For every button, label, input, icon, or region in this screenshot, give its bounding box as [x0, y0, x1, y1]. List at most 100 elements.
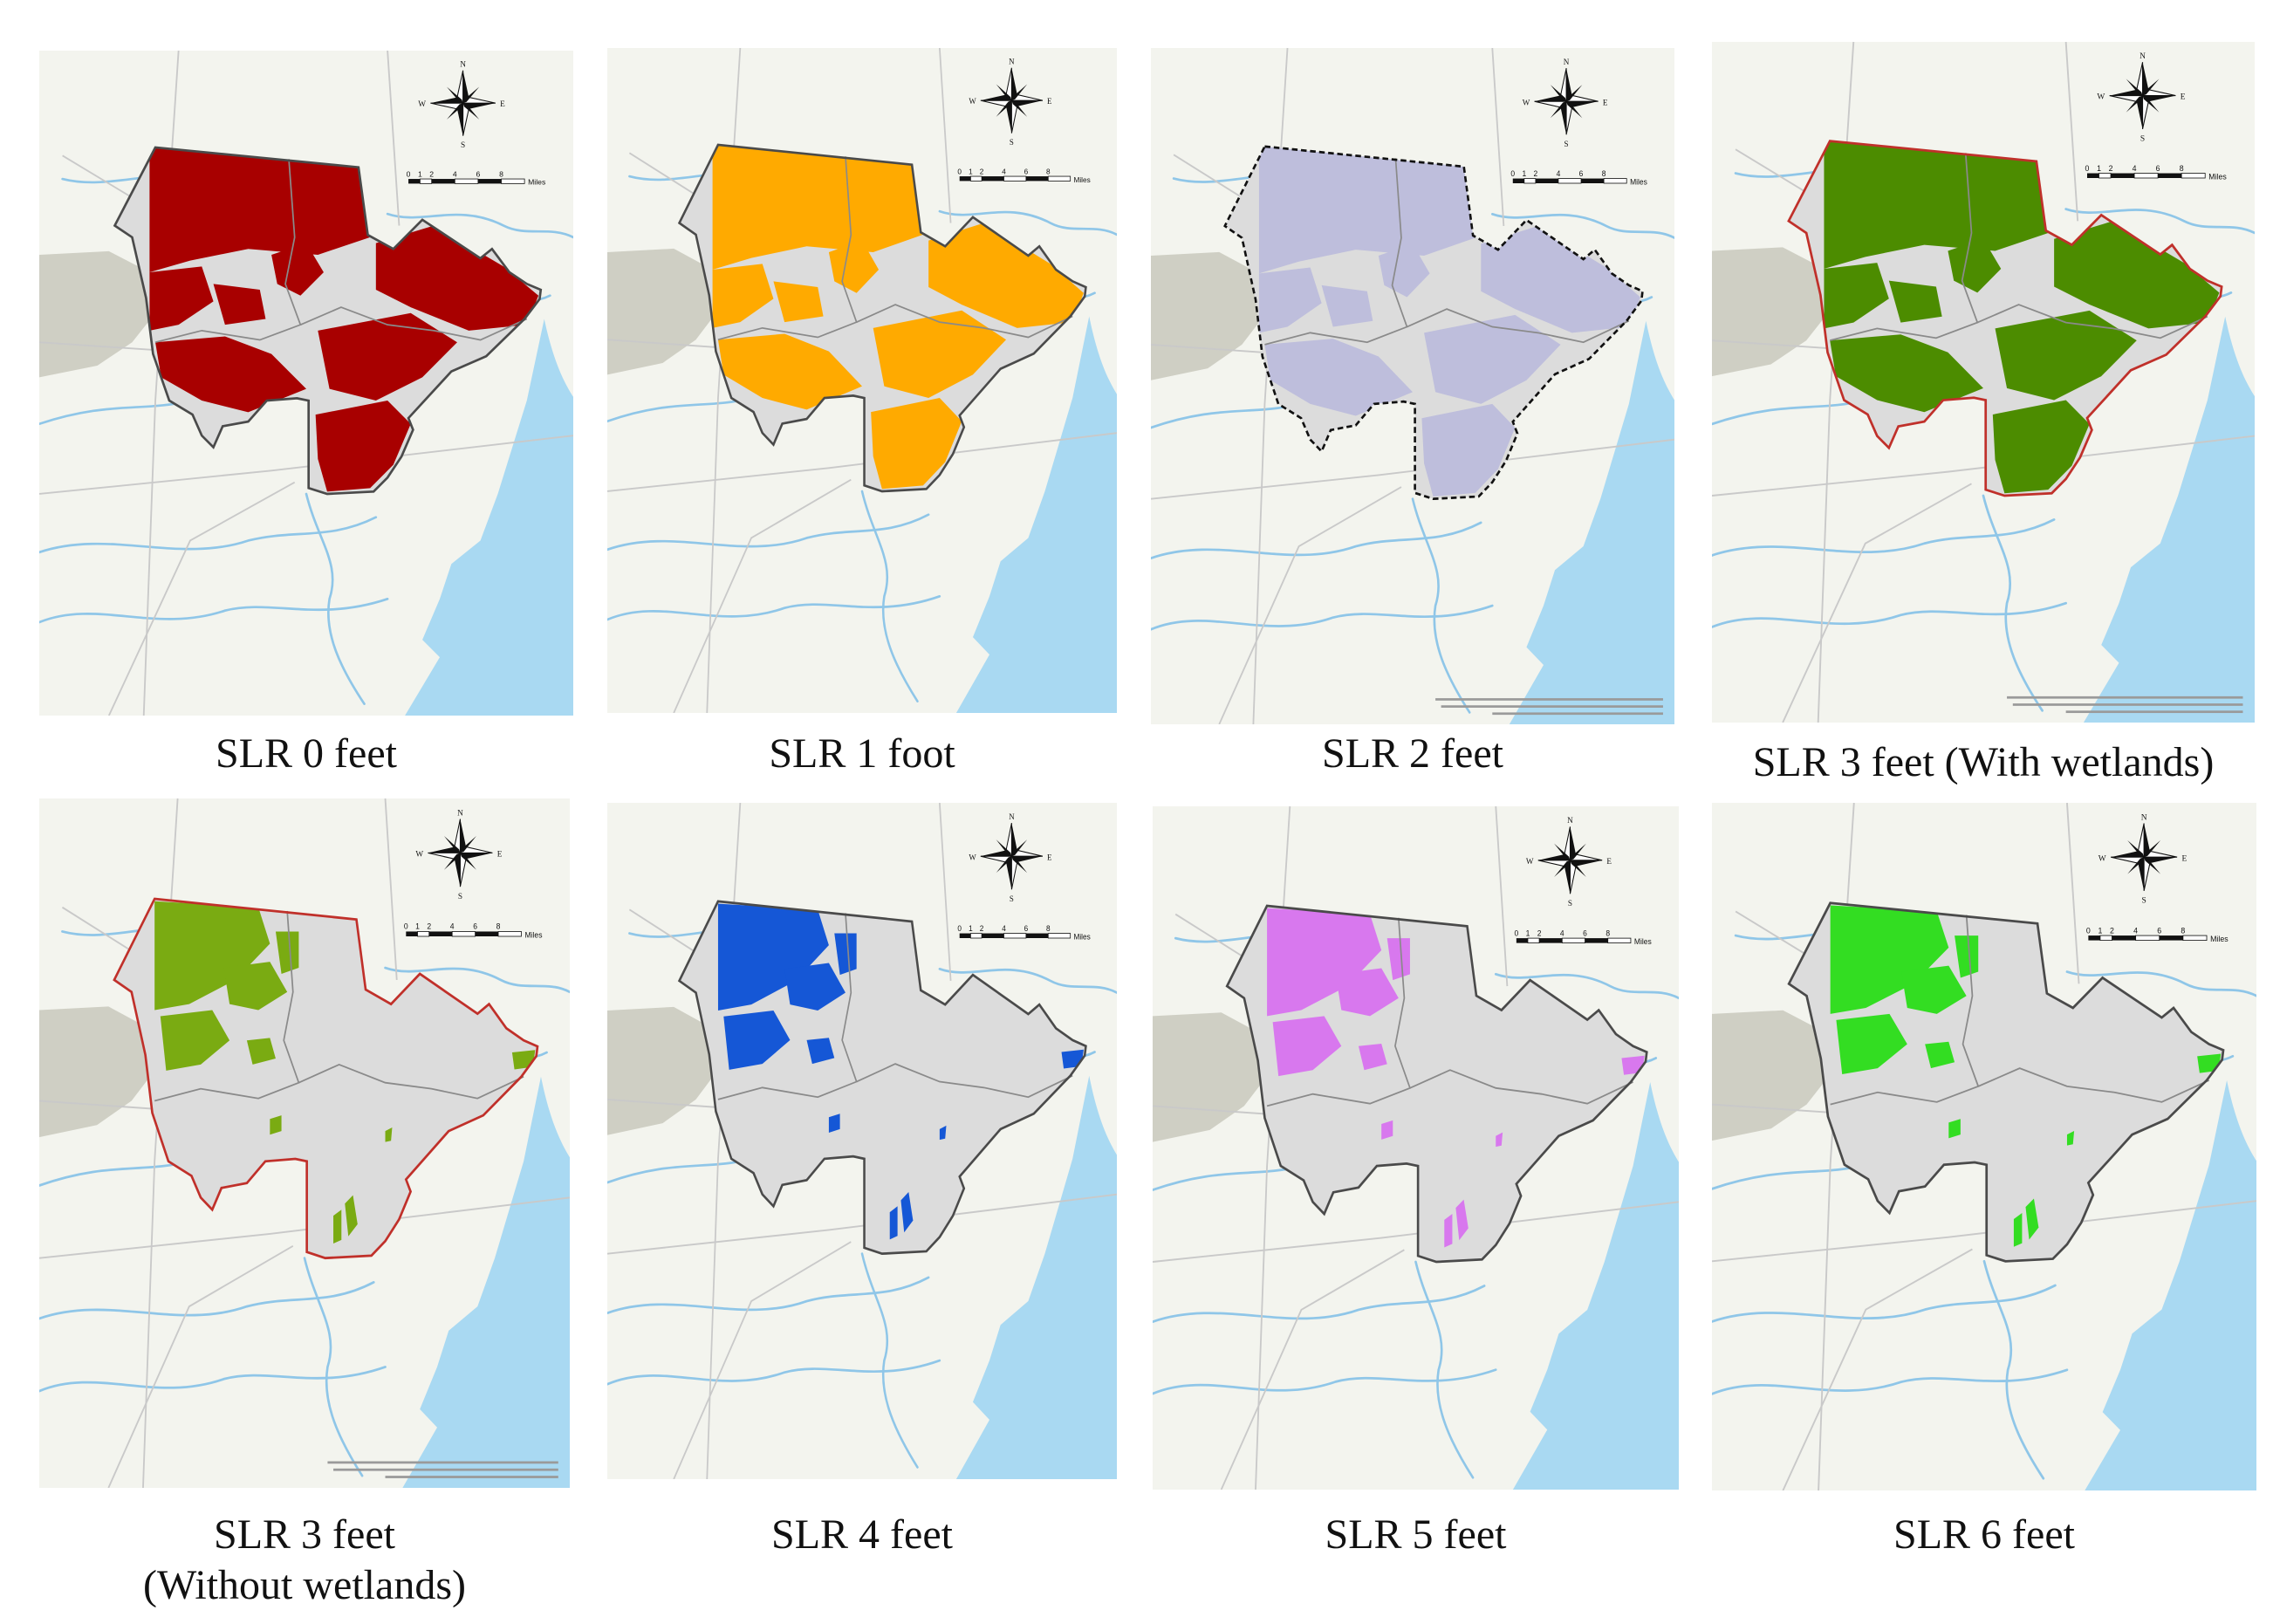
compass-e: E — [500, 100, 505, 109]
upland-area — [607, 1006, 718, 1135]
inundation-patch — [1321, 284, 1373, 327]
compass-rose: N S E W — [969, 58, 1051, 147]
caption-slr3wo: SLR 3 feet (Without wetlands) — [39, 1510, 570, 1611]
upland-area — [607, 248, 718, 375]
inundation-patch — [873, 310, 1007, 399]
inundation-patch — [271, 243, 324, 296]
caption-slr3w: SLR 3 feet (With wetlands) — [1712, 737, 2255, 788]
scale-unit: Miles — [2210, 935, 2228, 943]
inundation-patch — [723, 1010, 791, 1070]
ocean — [955, 316, 1117, 713]
upland-area — [39, 1006, 155, 1138]
scale-tick-label: 4 — [1002, 167, 1006, 175]
upland-area — [1712, 247, 1831, 377]
upland-area — [1151, 251, 1265, 380]
scale-tick-label: 0 — [1514, 928, 1518, 937]
compass-n: N — [1009, 58, 1015, 66]
county-boundary — [1787, 901, 2225, 1263]
scale-tick-label: 0 — [2085, 164, 2090, 173]
inundation-patch — [900, 1191, 914, 1233]
caption-line: (Without wetlands) — [143, 1562, 466, 1608]
ocean — [1509, 320, 1674, 724]
scale-tick-label: 0 — [407, 169, 411, 178]
inundation-patch — [149, 266, 214, 331]
compass-s: S — [1010, 894, 1014, 903]
inundation-patch — [1948, 1119, 1961, 1139]
district-line — [298, 1063, 524, 1100]
scale-unit: Miles — [1634, 937, 1652, 946]
inundation-patch — [246, 1038, 276, 1065]
inundation-patch — [712, 264, 774, 328]
inundation-patch — [834, 933, 857, 976]
inundation-patch — [717, 333, 862, 410]
inundation-patch — [1824, 263, 1889, 329]
inundation-patch — [806, 1038, 835, 1065]
inundation-patch — [1264, 339, 1413, 416]
scale-tick-label: 8 — [1602, 169, 1606, 178]
inundation-patch — [1995, 310, 2137, 401]
county-boundary — [1225, 904, 1648, 1264]
inundation-area — [1267, 908, 1645, 1248]
scale-tick-label: 8 — [1046, 924, 1051, 933]
scale-tick-label: 6 — [1583, 928, 1587, 937]
scale-tick-label: 1 — [415, 922, 420, 930]
compass-e: E — [1047, 853, 1052, 861]
scale-tick-label: 8 — [1046, 167, 1051, 175]
upland-area — [1153, 1012, 1268, 1142]
inundation-patch — [1358, 1043, 1387, 1071]
inundation-patch — [773, 281, 824, 323]
scale-tick-label: 8 — [1605, 928, 1610, 937]
scale-tick-label: 4 — [453, 169, 457, 178]
scale-tick-label: 6 — [476, 169, 480, 178]
compass-n: N — [1564, 58, 1570, 67]
inundation-patch — [1424, 314, 1561, 404]
inundation-patch — [345, 1195, 358, 1237]
caption-line: SLR 4 feet — [771, 1511, 953, 1558]
scale-tick-label: 2 — [429, 169, 434, 178]
inundation-area — [154, 901, 536, 1244]
district-line — [717, 913, 858, 1100]
scale-tick-label: 4 — [1560, 928, 1564, 937]
scale-tick-label: 2 — [980, 924, 984, 933]
scale-tick-label: 2 — [1537, 928, 1542, 937]
compass-e: E — [1606, 858, 1612, 867]
inundation-patch — [1948, 238, 2002, 293]
inundation-patch — [1455, 1199, 1469, 1241]
inundation-patch — [1267, 908, 1382, 1017]
inundation-patch — [2025, 1198, 2039, 1240]
compass-rose: N S E W — [1526, 817, 1612, 908]
scale-tick-label: 4 — [2133, 926, 2138, 935]
compass-w: W — [969, 97, 976, 106]
compass-w: W — [2098, 853, 2107, 863]
inundation-patch — [1258, 146, 1475, 274]
compass-e: E — [497, 850, 503, 859]
scale-tick-label: 1 — [1526, 928, 1530, 937]
county-boundary — [113, 897, 539, 1260]
scale-tick-label: 8 — [2181, 926, 2185, 935]
district-line — [154, 910, 300, 1102]
scale-tick-label: 6 — [2156, 164, 2160, 173]
inundation-patch — [270, 1115, 282, 1135]
scale-tick-label: 8 — [496, 922, 501, 930]
compass-rose: N S E W — [415, 809, 502, 901]
caption-slr5: SLR 5 feet — [1153, 1510, 1679, 1560]
district-line — [300, 306, 528, 341]
inundation-patch — [1444, 1214, 1453, 1248]
inundation-patch — [223, 962, 288, 1011]
scale-tick-label: 2 — [2110, 926, 2114, 935]
